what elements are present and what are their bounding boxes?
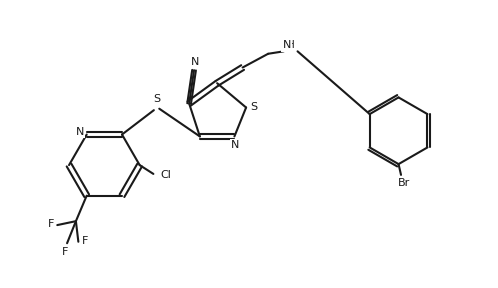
Text: N: N (231, 140, 240, 150)
Text: N: N (282, 40, 291, 50)
Text: Br: Br (398, 178, 410, 188)
Text: S: S (153, 94, 160, 104)
Text: Cl: Cl (160, 170, 171, 180)
Text: N: N (76, 126, 84, 137)
Text: F: F (61, 247, 68, 257)
Text: F: F (48, 219, 54, 229)
Text: F: F (82, 236, 88, 246)
Text: H: H (287, 40, 295, 50)
Text: S: S (250, 102, 257, 111)
Text: N: N (191, 57, 199, 67)
